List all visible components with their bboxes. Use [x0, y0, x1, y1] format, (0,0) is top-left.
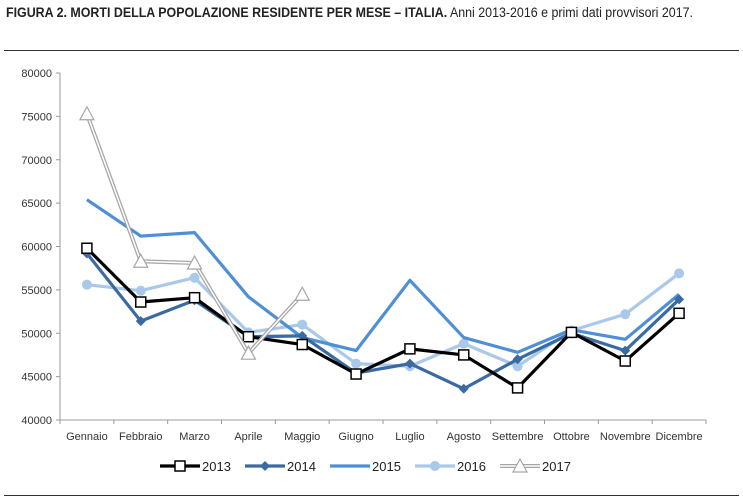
- series-2014-point: [458, 383, 469, 394]
- series-2013-line: [85, 247, 681, 390]
- legend-label: 2016: [457, 459, 486, 474]
- series-2016-point: [297, 319, 308, 330]
- series-2015-line: [86, 198, 681, 354]
- series-2016-point: [674, 268, 685, 279]
- x-tick-label: Dicembre: [656, 431, 703, 443]
- series-2013-point: [458, 349, 470, 361]
- y-tick-label: 65000: [21, 198, 52, 210]
- series-2013-point: [135, 296, 147, 308]
- series-2016-line: [86, 272, 681, 368]
- series-2016-point: [81, 279, 92, 290]
- bottom-rule: [4, 495, 739, 496]
- y-tick-label: 70000: [21, 155, 52, 167]
- series-2013-point: [404, 343, 416, 355]
- y-tick-label: 55000: [21, 285, 52, 297]
- title-bold: FIGURA 2. MORTI DELLA POPOLAZIONE RESIDE…: [6, 5, 448, 20]
- legend-marker: [260, 461, 270, 471]
- y-tick-label: 80000: [21, 68, 52, 80]
- legend-marker: [430, 461, 440, 471]
- series-2013-point: [565, 326, 578, 339]
- x-tick-label: Marzo: [179, 431, 210, 443]
- x-tick-label: Ottobre: [553, 431, 590, 443]
- series-2017-point: [132, 252, 149, 268]
- series-2014-point: [620, 345, 631, 356]
- series-2016-point: [135, 285, 146, 296]
- x-tick-label: Luglio: [395, 431, 424, 443]
- series-2013-point: [242, 330, 255, 343]
- y-tick-label: 60000: [21, 242, 52, 254]
- series-2013-point: [619, 355, 631, 367]
- legend-label: 2015: [372, 459, 401, 474]
- x-tick-label: Gennaio: [66, 431, 108, 443]
- x-tick-label: Febbraio: [119, 431, 162, 443]
- y-tick-label: 40000: [21, 415, 52, 427]
- legend-label: 2017: [542, 459, 571, 474]
- series-2017-point: [240, 344, 257, 360]
- series-2014-point: [674, 294, 685, 305]
- top-rule: [4, 50, 739, 51]
- series-2014-point: [297, 330, 308, 341]
- series-2013-point: [673, 307, 685, 320]
- series-2016-point: [189, 272, 200, 283]
- legend-marker: [174, 460, 186, 472]
- figure-title: FIGURA 2. MORTI DELLA POPOLAZIONE RESIDE…: [6, 4, 737, 22]
- x-tick-label: Maggio: [284, 431, 320, 443]
- series-2017-point: [186, 254, 203, 270]
- series-2013-point: [81, 242, 93, 254]
- series-2013-point: [188, 291, 201, 304]
- series-2016-point: [351, 358, 362, 369]
- series-2013-point: [296, 338, 308, 351]
- series-2016-point: [512, 361, 523, 372]
- y-tick-label: 50000: [21, 328, 52, 340]
- legend-label: 2013: [202, 459, 231, 474]
- x-tick-label: Giugno: [338, 431, 373, 443]
- series-2017-point: [78, 105, 95, 121]
- series-2016-point: [458, 338, 469, 349]
- title-rest: Anni 2013-2016 e primi dati provvisori 2…: [447, 5, 693, 20]
- x-tick-label: Settembre: [492, 431, 544, 443]
- y-tick-label: 45000: [21, 372, 52, 384]
- series-2014-point: [512, 354, 523, 365]
- series-2013-point: [511, 382, 524, 394]
- series-2017-point: [294, 285, 311, 301]
- y-tick-label: 75000: [21, 111, 52, 123]
- series-2013-point: [350, 368, 362, 380]
- legend-label: 2014: [287, 459, 316, 474]
- legend-marker: [511, 457, 529, 473]
- series-2014-line: [85, 252, 681, 391]
- x-tick-label: Aprile: [234, 431, 262, 443]
- series-2014-point: [135, 316, 146, 327]
- series-2014-point: [404, 358, 415, 369]
- x-tick-label: Novembre: [600, 431, 651, 443]
- x-tick-label: Agosto: [447, 431, 481, 443]
- series-2016-point: [620, 309, 631, 320]
